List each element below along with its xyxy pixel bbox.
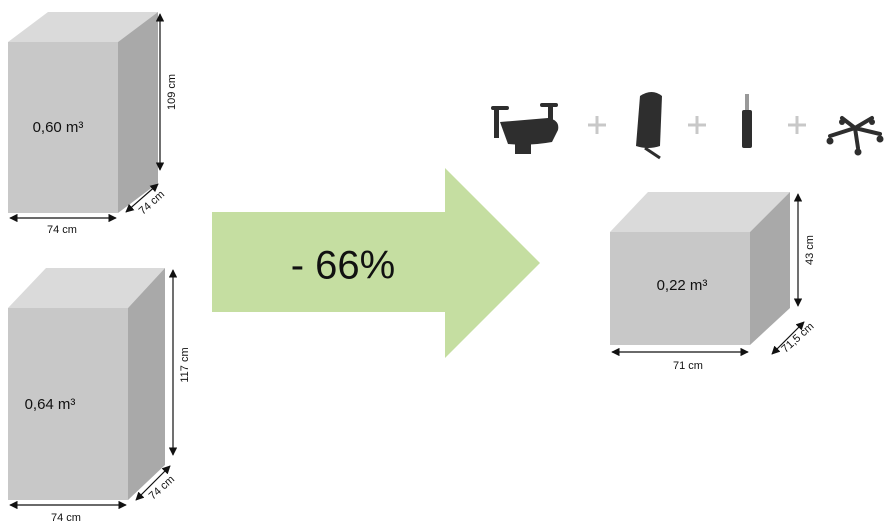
volume-label: 0,60 m³ — [33, 119, 84, 136]
volume-label: 0,64 m³ — [25, 396, 76, 413]
box-side — [750, 192, 790, 345]
width-label: 74 cm — [51, 512, 81, 524]
width-label: 71 cm — [673, 360, 703, 372]
reduction-arrow — [212, 168, 540, 358]
chair-seat-icon — [491, 103, 559, 154]
box-side — [118, 12, 158, 213]
height-label: 43 cm — [804, 235, 816, 265]
box-side — [128, 268, 165, 500]
volume-label: 0,22 m³ — [657, 277, 708, 294]
box-top — [610, 192, 790, 232]
box-front — [610, 232, 750, 345]
depth-arrow — [135, 465, 171, 501]
box-top — [8, 12, 158, 42]
box-front — [8, 308, 128, 500]
plus-sign — [788, 116, 806, 134]
width-label: 74 cm — [47, 224, 77, 236]
height-label: 109 cm — [166, 74, 178, 110]
plus-sign — [688, 116, 706, 134]
chair-back-icon — [636, 92, 662, 160]
depth-arrow — [125, 183, 159, 213]
box: 0,64 m³ 117 cm 74 cm 74 cm — [8, 268, 191, 524]
box: 0,22 m³ 43 cm 71,5 cm 71 cm — [610, 192, 816, 372]
box: 0,60 m³ 109 cm 74 cm 74 cm — [8, 12, 178, 236]
depth-arrow — [771, 321, 805, 355]
reduction-label: - 66% — [291, 244, 396, 288]
height-label: 117 cm — [179, 347, 191, 382]
chair-base-icon — [826, 116, 884, 156]
gas-cylinder-icon — [742, 94, 752, 148]
plus-sign — [588, 116, 606, 134]
box-top — [8, 268, 165, 308]
box-front — [8, 42, 118, 213]
depth-label: 71,5 cm — [779, 320, 816, 355]
